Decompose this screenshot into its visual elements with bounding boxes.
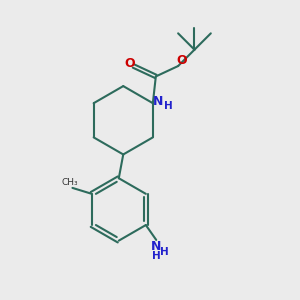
Text: N: N	[153, 95, 164, 108]
Text: H: H	[160, 248, 169, 257]
Text: CH₃: CH₃	[62, 178, 78, 187]
Text: H: H	[152, 251, 161, 261]
Text: H: H	[164, 100, 173, 111]
Text: N: N	[151, 240, 161, 253]
Text: O: O	[176, 55, 187, 68]
Text: O: O	[125, 57, 135, 70]
